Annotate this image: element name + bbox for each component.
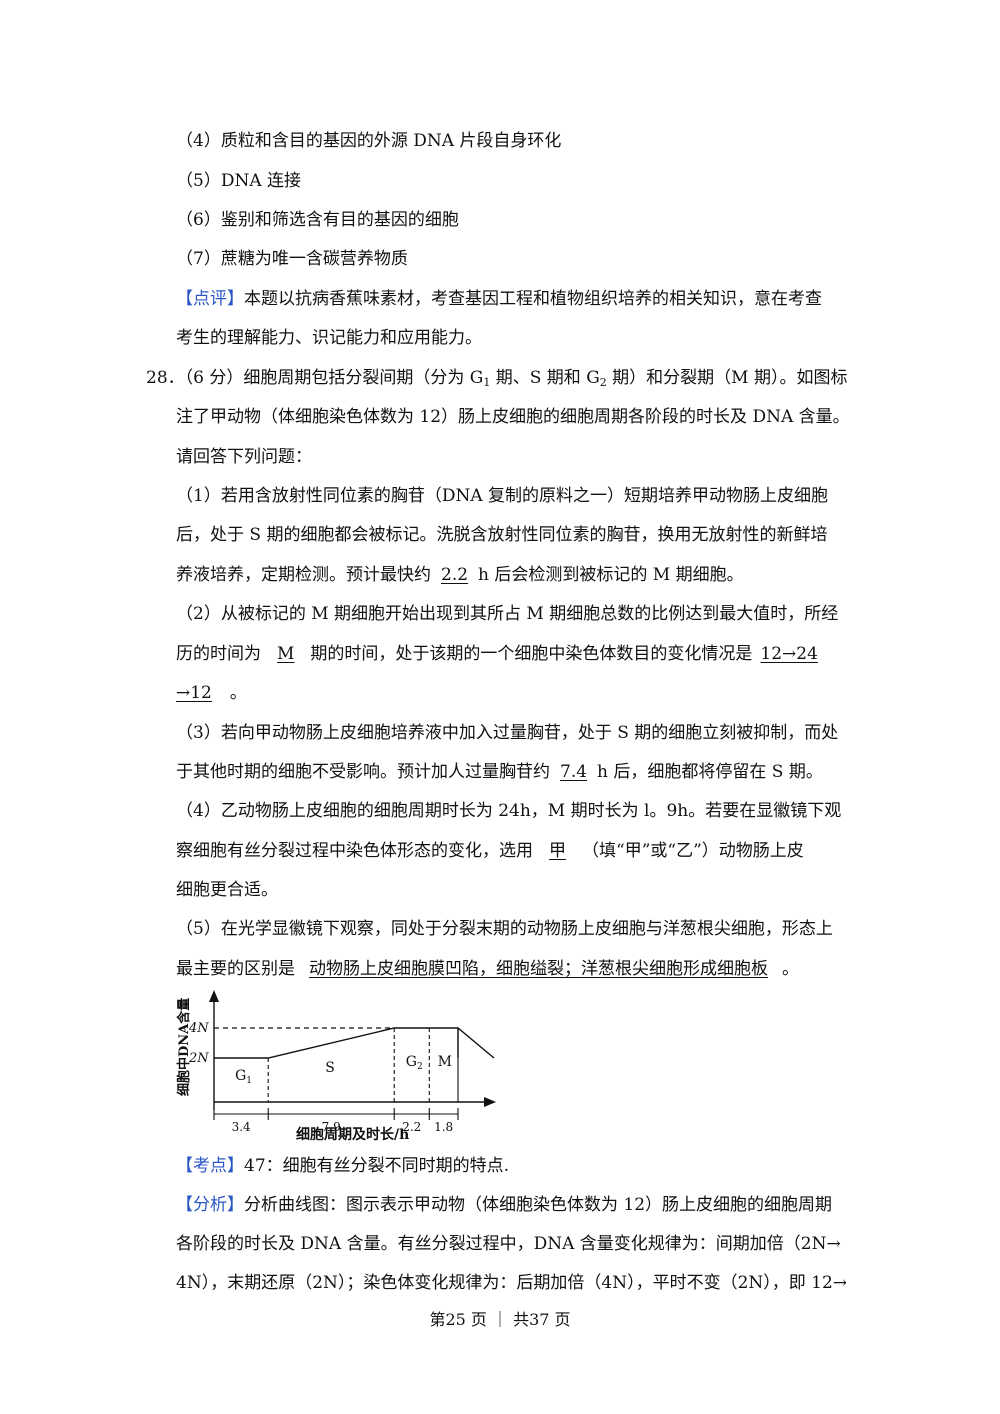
q1-line-3: 养液培养，定期检测。预计最快约 2.2 h 后会检测到被标记的 M 期细胞。 <box>176 565 744 585</box>
kaodian-tag: 【考点】 <box>176 1156 244 1176</box>
question-line-3: 请回答下列问题： <box>176 447 312 467</box>
dna-content-chart: 细胞中DNA含量 4N 2N 细胞周期及时长/h G1 S G2 M 3.4 7.9 2.2… <box>176 990 496 1143</box>
analysis-line-1: 【分析】分析曲线图：图示表示甲动物（体细胞染色体数为 12）肠上皮细胞的细胞周期 <box>176 1195 833 1215</box>
q1-line-1: （1）若用含放射性同位素的胸苷（DNA 复制的原料之一）短期培养甲动物肠上皮细胞 <box>176 486 828 506</box>
phase-label-m: M <box>438 1054 452 1070</box>
q5-line-1: （5）在光学显徽镜下观察，同处于分裂末期的动物肠上皮细胞与洋葱根尖细胞，形态上 <box>176 919 833 939</box>
q4-line-3: 细胞更合适。 <box>176 880 278 900</box>
y-tick-4n: 4N <box>188 1021 209 1036</box>
question-line-1: 28．（6 分）细胞周期包括分裂间期（分为 G1 期、S 期和 G2 期）和分裂… <box>146 368 848 389</box>
item-4: （4）质粒和含目的基因的外源 DNA 片段自身环化 <box>176 131 562 151</box>
q4-answer: 甲 <box>549 841 566 861</box>
q2-line-2: 历的时间为 M 期的时间，处于该期的一个细胞中染色体数目的变化情况是 12→24 <box>176 644 818 664</box>
item-7: （7）蔗糖为唯一含碳营养物质 <box>176 249 408 269</box>
q3-line-1: （3）若向甲动物肠上皮细胞培养液中加入过量胸苷，处于 S 期的细胞立刻被抑制，而… <box>176 723 839 743</box>
comment-line-2: 考生的理解能力、识记能力和应用能力。 <box>176 328 482 348</box>
kaodian-line: 【考点】47：细胞有丝分裂不同时期的特点. <box>176 1156 510 1176</box>
analysis-line-2: 各阶段的时长及 DNA 含量。有丝分裂过程中，DNA 含量变化规律为：间期加倍（… <box>176 1234 841 1254</box>
item-5: （5）DNA 连接 <box>176 171 302 191</box>
q1-answer: 2.2 <box>441 565 469 585</box>
duration-label-g2: 2.2 <box>402 1120 421 1134</box>
y-axis-arrow <box>209 990 219 1002</box>
phase-label-g1: G1 <box>235 1068 252 1086</box>
q3-answer: 7.4 <box>560 762 588 782</box>
duration-label-s: 7.9 <box>322 1120 341 1134</box>
q2-answer-2a: 12→24 <box>760 644 818 664</box>
q4-line-1: （4）乙动物肠上皮细胞的细胞周期时长为 24h，M 期时长为 l。9h。若要在显… <box>176 801 842 821</box>
phase-label-g2: G2 <box>406 1054 423 1072</box>
q2-line-3: →12。 <box>176 683 247 703</box>
x-axis-arrow <box>484 1097 496 1107</box>
dna-curve <box>214 1027 495 1059</box>
y-tick-2n: 2N <box>188 1051 209 1066</box>
phase-label-s: S <box>325 1060 335 1076</box>
q4-line-2: 察细胞有丝分裂过程中染色体形态的变化，选用甲（填“甲”或“乙”）动物肠上皮 <box>176 841 804 861</box>
q2-answer-2b: →12 <box>176 683 212 703</box>
q5-line-2: 最主要的区别是 动物肠上皮细胞膜凹陷，细胞缢裂；洋葱根尖细胞形成细胞板。 <box>176 959 799 979</box>
page-footer: 第25 页 ｜ 共37 页 <box>429 1310 571 1329</box>
duration-label-g1: 3.4 <box>232 1120 251 1134</box>
comment-tag: 【点评】 <box>176 289 244 309</box>
analysis-tag: 【分析】 <box>176 1195 244 1215</box>
q2-line-1: （2）从被标记的 M 期细胞开始出现到其所占 M 期细胞总数的比例达到最大值时，… <box>176 604 839 624</box>
item-6: （6）鉴别和筛选含有目的基因的细胞 <box>176 210 459 230</box>
x-axis-label: 细胞周期及时长/h <box>296 1126 409 1143</box>
q1-line-2: 后，处于 S 期的细胞都会被标记。洗脱含放射性同位素的胸苷，换用无放射性的新鲜培 <box>176 525 828 545</box>
q5-answer: 动物肠上皮细胞膜凹陷，细胞缢裂；洋葱根尖细胞形成细胞板 <box>309 959 768 979</box>
duration-label-m: 1.8 <box>434 1120 453 1134</box>
comment-line-1: 【点评】本题以抗病香蕉味素材，考查基因工程和植物组织培养的相关知识，意在考查 <box>176 289 822 309</box>
analysis-line-3: 4N），末期还原（2N）；染色体变化规律为：后期加倍（4N），平时不变（2N），… <box>176 1273 848 1293</box>
q2-answer-1: M <box>277 644 295 664</box>
q3-line-2: 于其他时期的细胞不受影响。预计加人过量胸苷约 7.4 h 后，细胞都将停留在 S 期… <box>176 762 823 782</box>
question-line-2: 注了甲动物（体细胞染色体数为 12）肠上皮细胞的细胞周期各阶段的时长及 DNA … <box>176 407 850 427</box>
y-axis-label: 细胞中DNA含量 <box>176 998 192 1096</box>
